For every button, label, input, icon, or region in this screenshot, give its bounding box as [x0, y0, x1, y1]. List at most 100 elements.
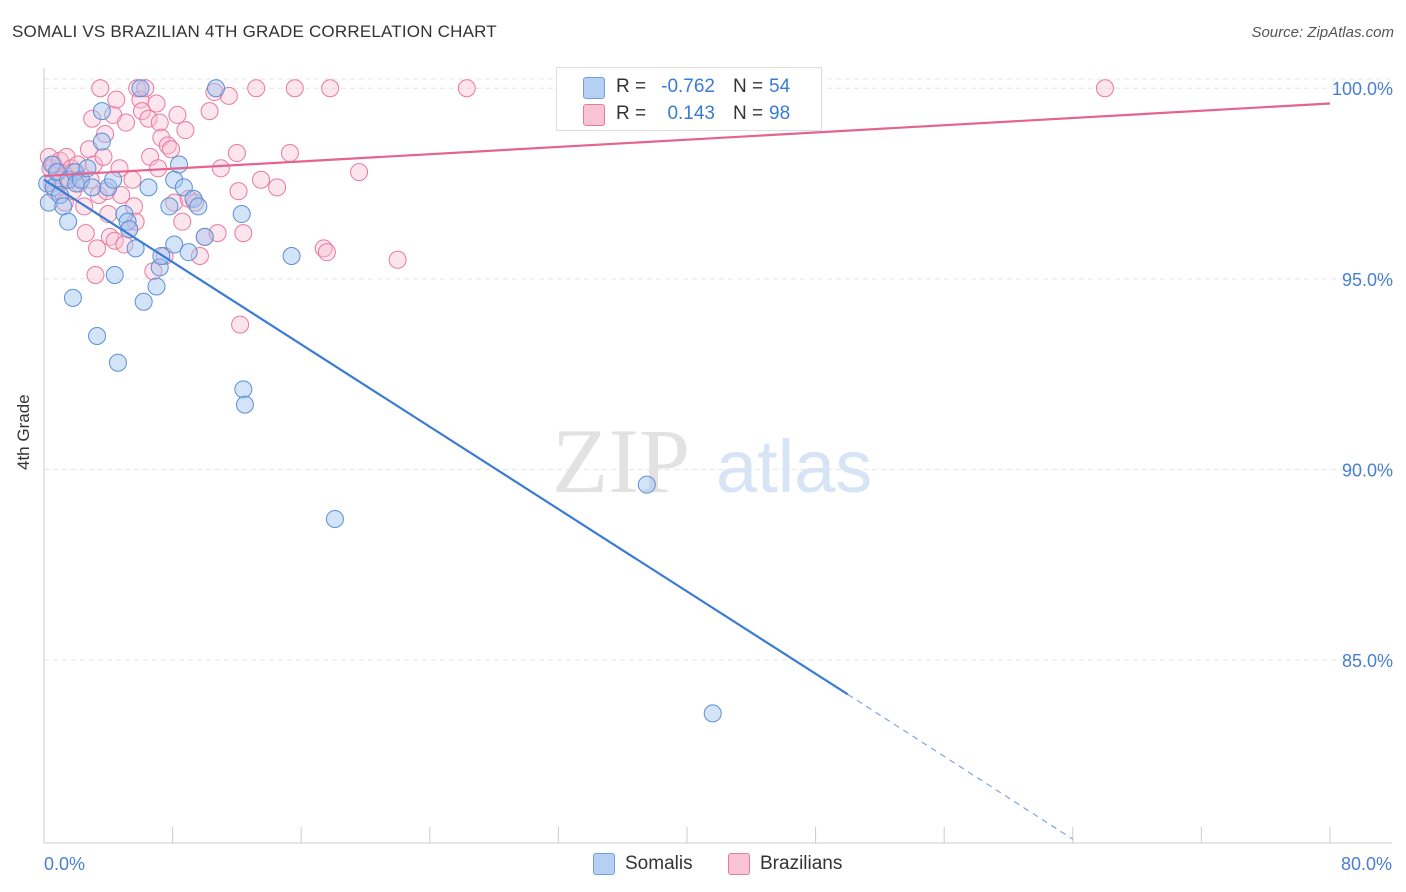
- watermark-zip: ZIP: [552, 410, 690, 512]
- somali-point: [147, 277, 166, 296]
- somali-point: [160, 197, 179, 216]
- brazilian-point: [94, 147, 113, 166]
- somali-point: [637, 475, 656, 494]
- brazilian-point: [86, 266, 105, 285]
- watermark-atlas: atlas: [716, 425, 872, 508]
- brazilian-point: [231, 315, 250, 334]
- legend-r-value: 0.143: [667, 103, 715, 124]
- brazilian-point: [285, 79, 304, 98]
- somali-point: [134, 292, 153, 311]
- grid-lines: [44, 78, 1392, 661]
- y-tick-label: 100.0%: [1332, 79, 1393, 99]
- somali-point: [63, 288, 82, 307]
- brazilian-point: [280, 144, 299, 163]
- brazilians-trend-line: [43, 102, 1331, 178]
- brazilian-point: [317, 243, 336, 262]
- brazilians-swatch: [583, 104, 605, 126]
- brazilian-point: [234, 224, 253, 243]
- brazilian-point: [161, 140, 180, 159]
- legend-n-label: N =: [733, 76, 764, 97]
- trend-lines: [43, 102, 1331, 840]
- chart-title: SOMALI VS BRAZILIAN 4TH GRADE CORRELATIO…: [12, 22, 497, 41]
- somalis-label: Somalis: [625, 853, 693, 874]
- brazilian-point: [321, 79, 340, 98]
- brazilian-point: [139, 109, 158, 128]
- somalis-swatch: [583, 77, 605, 99]
- brazilian-point: [176, 121, 195, 140]
- watermark: ZIP atlas: [552, 410, 872, 512]
- brazilian-point: [190, 246, 209, 265]
- legend-row-somalis: R = -0.762 N = 54: [557, 73, 821, 101]
- brazilian-point: [76, 224, 95, 243]
- legend-n-label: N =: [733, 103, 764, 124]
- somalis-points: [38, 79, 722, 723]
- brazilian-point: [105, 231, 124, 250]
- legend-n-value: 54: [769, 76, 791, 97]
- legend-r-value: -0.762: [661, 76, 715, 97]
- brazilian-point: [125, 197, 144, 216]
- somalis-swatch: [593, 853, 615, 875]
- legend-r-label: R =: [616, 76, 647, 97]
- axes: [43, 68, 1392, 844]
- somali-point: [325, 509, 344, 528]
- brazilian-point: [388, 250, 407, 269]
- somali-point: [88, 327, 107, 346]
- y-tick-label: 95.0%: [1342, 270, 1393, 290]
- x-tick-label: 80.0%: [1341, 854, 1392, 874]
- somali-point: [139, 178, 158, 197]
- somali-point: [170, 155, 189, 174]
- somali-point: [234, 380, 253, 399]
- brazilian-point: [350, 163, 369, 182]
- somali-point: [131, 79, 150, 98]
- somalis-trend-line: [43, 178, 849, 696]
- somali-point: [59, 212, 78, 231]
- brazilian-point: [107, 90, 126, 109]
- brazilians-swatch: [728, 853, 750, 875]
- somali-point: [105, 266, 124, 285]
- y-tick-label: 85.0%: [1342, 651, 1393, 671]
- somali-point: [195, 227, 214, 246]
- brazilian-point: [268, 178, 287, 197]
- brazilian-point: [247, 79, 266, 98]
- legend-row-brazilians: R = 0.143 N = 98: [557, 100, 821, 128]
- brazilians-label: Brazilians: [760, 853, 843, 874]
- brazilian-point: [133, 102, 152, 121]
- brazilian-point: [229, 182, 248, 201]
- x-tick-labels: 0.0% 80.0%: [44, 854, 1392, 874]
- brazilian-point: [227, 144, 246, 163]
- brazilian-point: [136, 79, 155, 98]
- somali-point: [165, 235, 184, 254]
- brazilian-point: [168, 105, 187, 124]
- y-tick-labels: 100.0% 95.0% 90.0% 85.0%: [1332, 79, 1393, 671]
- somali-point: [118, 212, 137, 231]
- x-tick-label: 0.0%: [44, 854, 85, 874]
- somali-point: [150, 258, 169, 277]
- somali-point: [282, 246, 301, 265]
- somali-point: [83, 178, 102, 197]
- somali-point: [235, 395, 254, 414]
- legend-r-label: R =: [616, 103, 647, 124]
- brazilian-point: [200, 102, 219, 121]
- somali-point: [108, 353, 127, 372]
- brazilian-point: [88, 239, 107, 258]
- brazilian-point: [83, 109, 102, 128]
- brazilian-point: [91, 79, 110, 98]
- source-label: Source: ZipAtlas.com: [1251, 24, 1394, 41]
- correlation-legend: R = -0.762 N = 54 R = 0.143 N = 98: [556, 67, 822, 131]
- brazilian-point: [252, 170, 271, 189]
- somali-point: [232, 205, 251, 224]
- brazilian-point: [1095, 79, 1114, 98]
- somali-point: [92, 132, 111, 151]
- somali-point: [54, 197, 73, 216]
- brazilian-point: [81, 170, 100, 189]
- somali-point: [189, 197, 208, 216]
- somali-point: [92, 102, 111, 121]
- somali-point: [104, 170, 123, 189]
- somali-point: [179, 243, 198, 262]
- somali-point: [207, 79, 226, 98]
- brazilian-point: [173, 212, 192, 231]
- brazilian-point: [211, 159, 230, 178]
- brazilian-point: [116, 113, 135, 132]
- y-axis-label: 4th Grade: [14, 394, 33, 470]
